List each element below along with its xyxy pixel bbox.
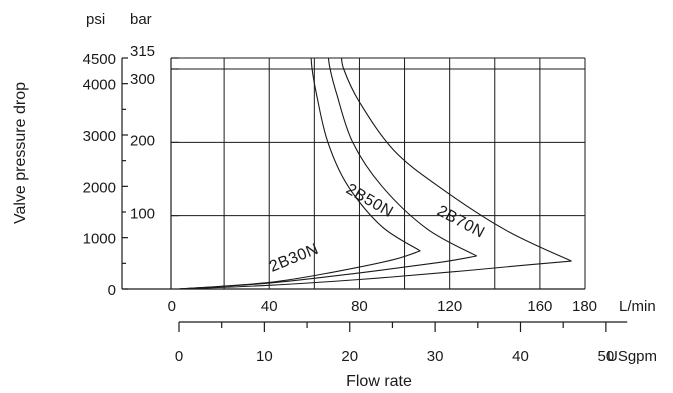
psi-tick-label: 2000 — [83, 179, 116, 196]
series-2B70N-upper-curve — [340, 58, 572, 262]
psi-tick-label: 3000 — [83, 128, 116, 145]
lpm-tick-label: 80 — [351, 298, 368, 315]
gpm-tick-label: 0 — [175, 348, 183, 365]
gpm-tick-label: 40 — [512, 348, 529, 365]
series-2B30N-upper-curve — [310, 58, 421, 252]
axes — [121, 57, 628, 332]
series-label: 2B30N — [267, 241, 321, 276]
lpm-tick-label: 160 — [527, 298, 552, 315]
lpm-unit-label: L/min — [619, 298, 656, 315]
series-2B70N-lower-curve — [178, 260, 572, 290]
bar-tick-label: 300 — [130, 71, 155, 88]
lpm-tick-label: 40 — [261, 298, 278, 315]
bar-tick-label: 100 — [130, 206, 155, 223]
psi-unit-label: psi — [86, 11, 105, 28]
lpm-tick-label: 120 — [437, 298, 462, 315]
lpm-tick-label: 180 — [572, 298, 597, 315]
psi-tick-label: 4000 — [83, 77, 116, 94]
series-2B50N-upper-curve — [327, 58, 477, 257]
gpm-tick-label: 30 — [427, 348, 444, 365]
psi-tick-label: 0 — [108, 282, 116, 299]
series-curves — [178, 58, 572, 290]
lpm-tick-label: 0 — [168, 298, 176, 315]
bar-unit-label: bar — [130, 11, 152, 28]
psi-tick-label: 1000 — [83, 231, 116, 248]
series-label: 2B50N — [343, 181, 396, 221]
x-axis-title: Flow rate — [346, 373, 412, 390]
series-label: 2B70N — [434, 203, 487, 242]
psi-tick-label: 4500 — [83, 51, 116, 68]
gpm-unit-label: USgpm — [607, 348, 657, 365]
gpm-tick-label: 10 — [256, 348, 273, 365]
gpm-tick-label: 20 — [341, 348, 358, 365]
y-axis-title: Valve pressure drop — [12, 82, 29, 224]
bar-tick-label: 200 — [130, 132, 155, 149]
bar-tick-label: 315 — [130, 43, 155, 60]
grid — [179, 57, 586, 289]
series-labels: 2B30N 2B50N 2B70N — [267, 181, 487, 276]
series-2B50N-lower-curve — [178, 255, 477, 290]
gpm-tick-label: 50 — [598, 348, 615, 365]
